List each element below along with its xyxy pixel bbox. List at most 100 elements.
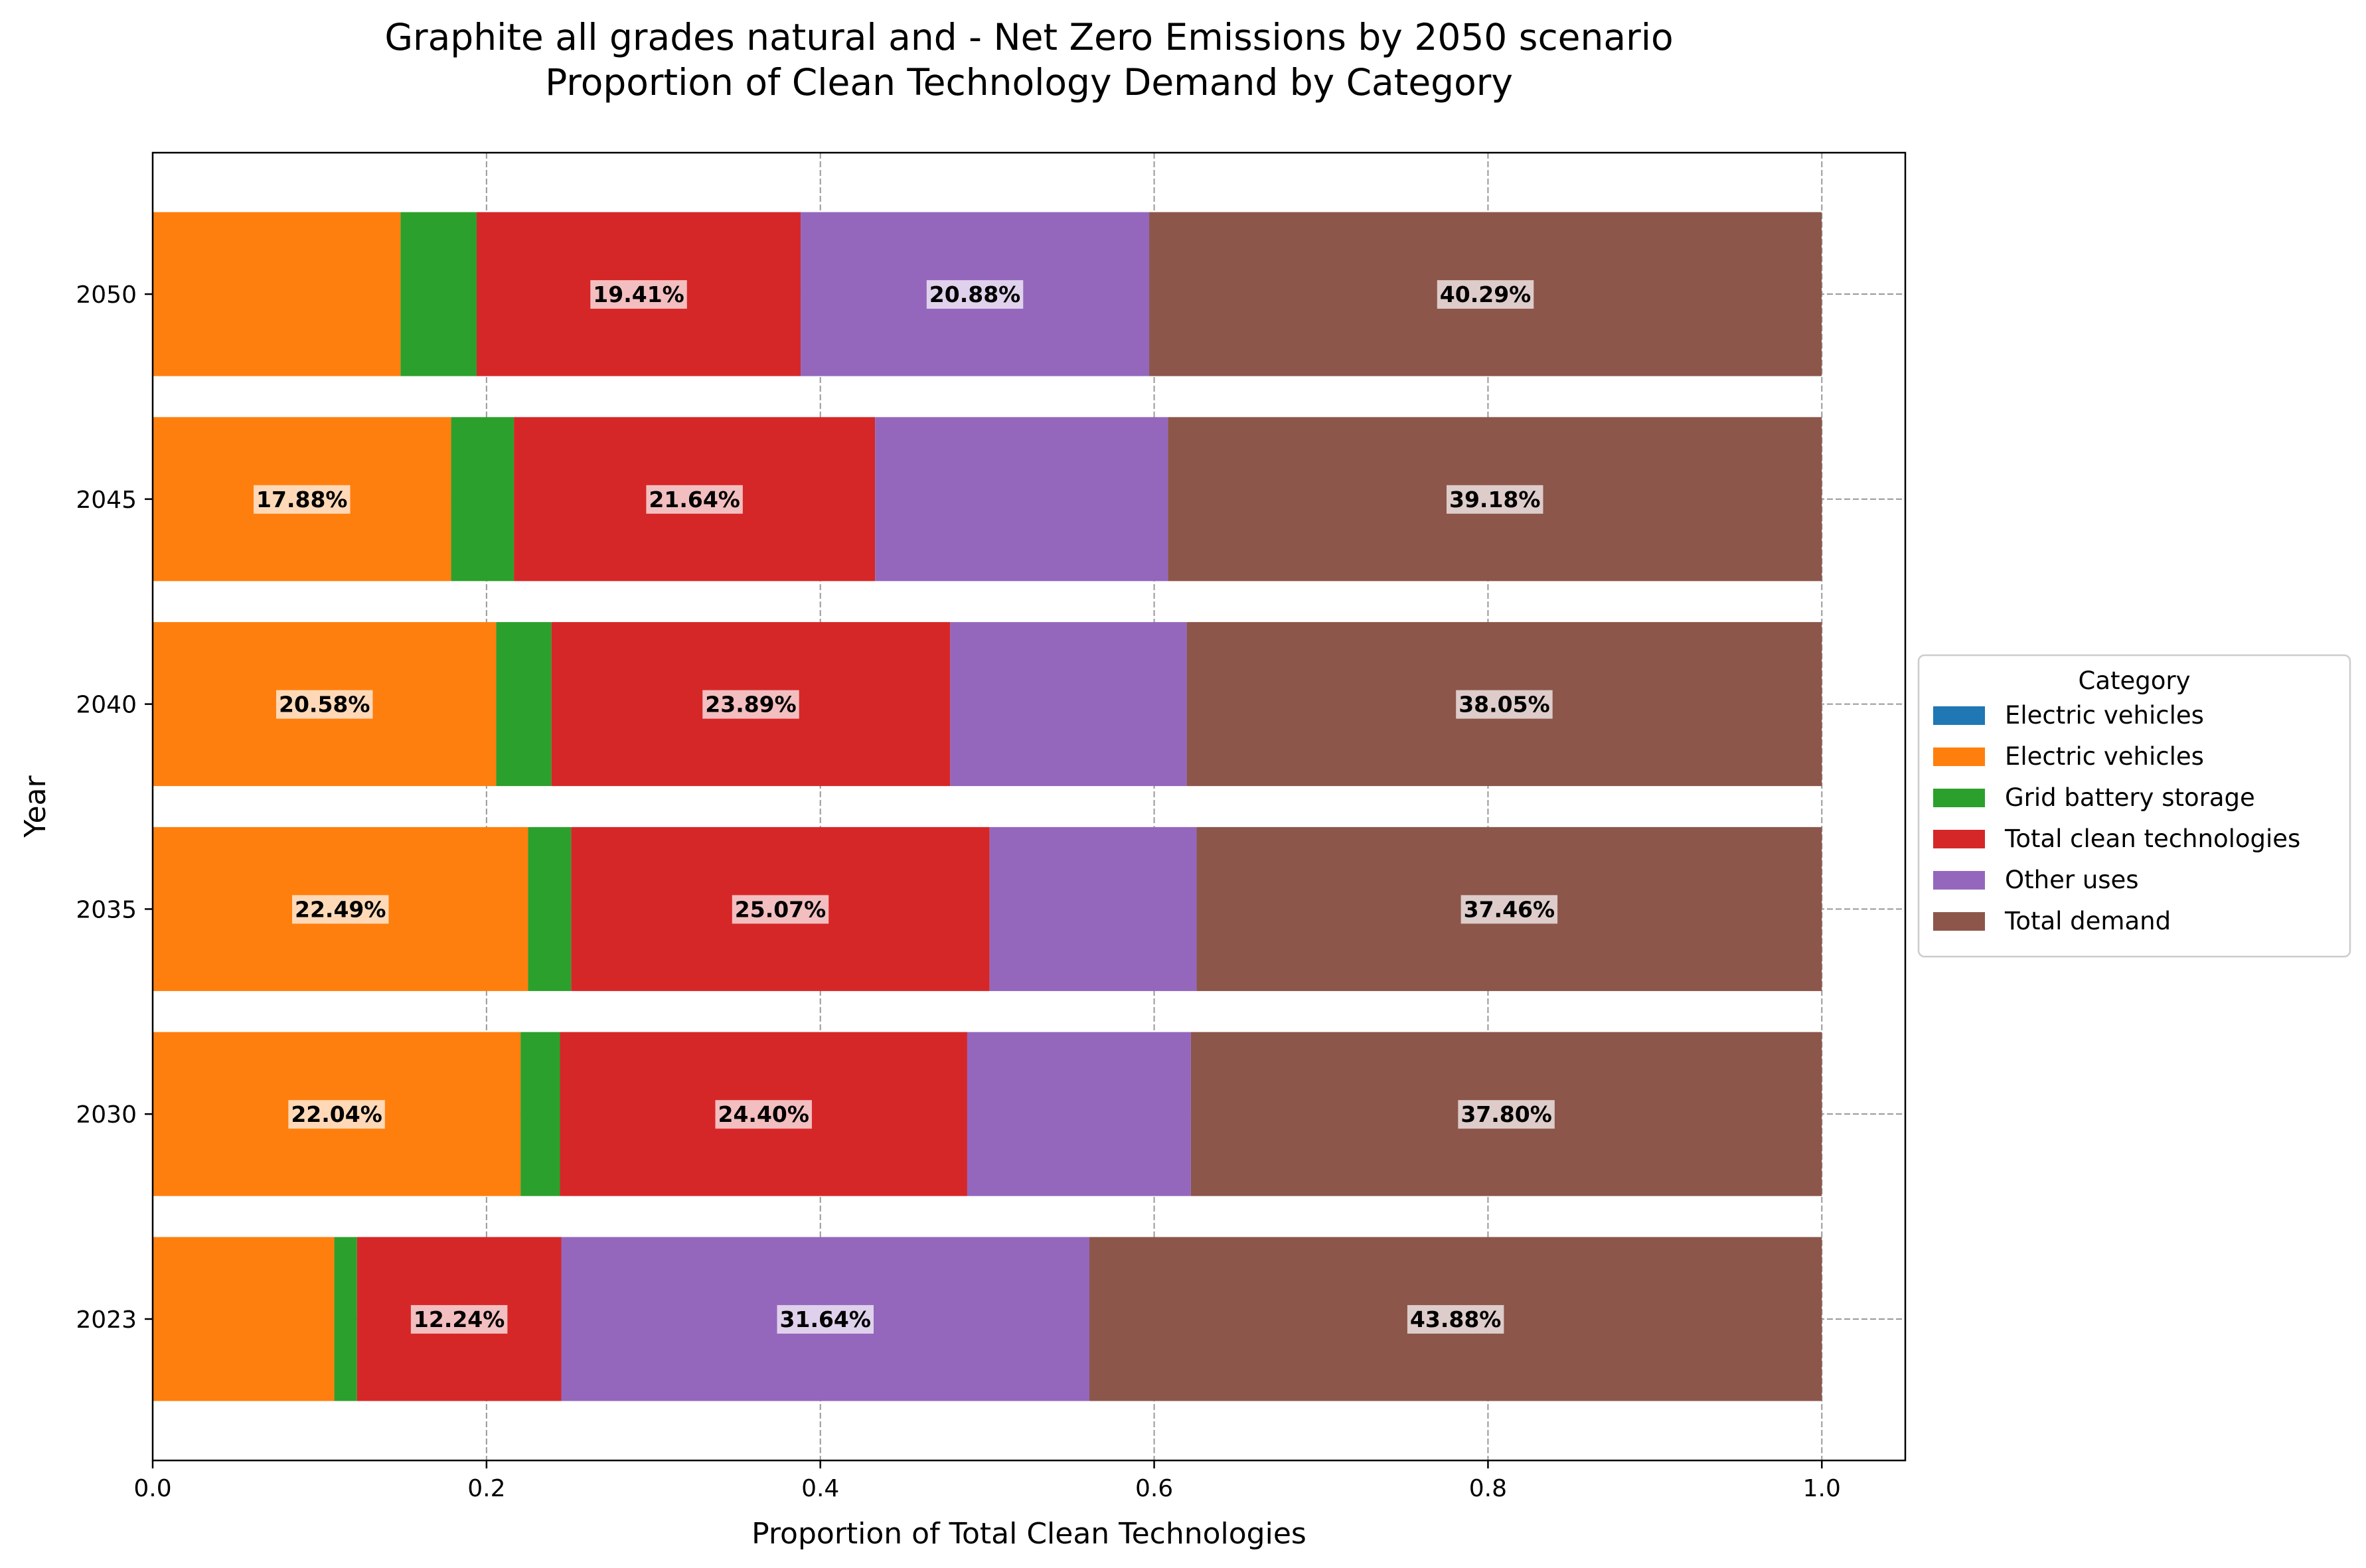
x-tick-label: 0.8 xyxy=(1469,1475,1507,1502)
bar-segment xyxy=(451,417,514,582)
legend-swatch xyxy=(1933,706,1985,725)
y-axis-label: Year xyxy=(19,775,52,838)
data-label: 20.58% xyxy=(276,690,373,719)
data-label-text: 39.18% xyxy=(1449,487,1540,512)
data-label: 22.04% xyxy=(288,1100,385,1129)
data-label: 25.07% xyxy=(732,895,829,924)
bar-segment xyxy=(400,212,477,376)
y-tick-label: 2045 xyxy=(76,487,137,514)
data-label: 38.05% xyxy=(1456,690,1553,719)
legend-item: Electric vehicles xyxy=(1933,742,2204,771)
data-label: 21.64% xyxy=(646,485,743,514)
legend-swatch xyxy=(1933,747,1985,766)
data-label: 40.29% xyxy=(1437,280,1534,309)
legend-swatch xyxy=(1933,871,1985,890)
bar-segment xyxy=(153,1237,335,1401)
bar-segment xyxy=(950,622,1187,787)
y-tick-label: 2050 xyxy=(76,281,137,309)
x-tick-label: 0.2 xyxy=(467,1475,505,1502)
data-label-text: 24.40% xyxy=(718,1101,809,1127)
y-tick-label: 2035 xyxy=(76,896,137,923)
data-label-background xyxy=(1456,690,1553,719)
x-axis-ticks: 0.0 0.2 0.4 0.6 0.8 1.0 xyxy=(133,1460,1841,1502)
data-label-background xyxy=(410,1304,508,1334)
bar-segment xyxy=(520,1032,560,1196)
data-label-background xyxy=(777,1304,874,1334)
y-axis-ticks: 2023 2030 2035 2040 2045 2050 xyxy=(76,281,153,1334)
x-tick-label: 0.6 xyxy=(1135,1475,1173,1502)
data-label: 23.89% xyxy=(702,690,799,719)
data-label-background xyxy=(590,280,687,309)
y-tick-label: 2040 xyxy=(76,692,137,719)
data-label-text: 20.58% xyxy=(279,692,370,718)
legend-title: Category xyxy=(2078,666,2190,695)
legend-label: Total demand xyxy=(2004,907,2171,935)
legend-items: Electric vehicles Electric vehicles Grid b… xyxy=(1933,701,2300,935)
data-label: 22.49% xyxy=(292,895,389,924)
data-label-text: 31.64% xyxy=(780,1306,871,1332)
data-label-background xyxy=(288,1100,385,1129)
data-label: 37.80% xyxy=(1458,1100,1555,1129)
data-label-background xyxy=(732,895,829,924)
data-label: 17.88% xyxy=(254,485,351,514)
data-label-text: 43.88% xyxy=(1410,1306,1501,1332)
legend-label: Other uses xyxy=(2005,866,2139,894)
data-label-background xyxy=(646,485,743,514)
bar-segment xyxy=(496,622,552,787)
bars xyxy=(153,212,1822,1401)
data-label: 43.88% xyxy=(1407,1304,1504,1334)
legend-item: Other uses xyxy=(1933,866,2139,894)
legend-item: Grid battery storage xyxy=(1933,783,2255,812)
data-label-text: 21.64% xyxy=(649,487,740,512)
data-label: 12.24% xyxy=(410,1304,508,1334)
data-label: 19.41% xyxy=(590,280,687,309)
bar-segment xyxy=(334,1237,357,1401)
data-labels: 12.24% 31.64% 43.88% 22.04% 24.40% 37.80% 22.4… xyxy=(254,280,1558,1334)
legend-label: Grid battery storage xyxy=(2005,783,2255,812)
data-label: 24.40% xyxy=(715,1100,812,1129)
bar-segment xyxy=(967,1032,1191,1196)
legend-label: Electric vehicles xyxy=(2005,701,2204,730)
legend-item: Electric vehicles xyxy=(1933,701,2204,730)
data-label-text: 12.24% xyxy=(414,1306,505,1332)
data-label-text: 40.29% xyxy=(1440,281,1531,307)
legend-label: Total clean technologies xyxy=(2004,824,2300,853)
data-label-text: 37.46% xyxy=(1464,896,1555,922)
bar-segment xyxy=(153,212,401,376)
data-label: 20.88% xyxy=(926,280,1024,309)
data-label-text: 37.80% xyxy=(1460,1101,1551,1127)
data-label-background xyxy=(1458,1100,1555,1129)
data-label-background xyxy=(292,895,389,924)
legend-item: Total demand xyxy=(1933,907,2171,935)
x-tick-label: 0.4 xyxy=(801,1475,839,1502)
legend-swatch xyxy=(1933,830,1985,848)
legend-frame xyxy=(1917,654,2351,958)
bar-segment xyxy=(989,826,1197,991)
bar-segment xyxy=(528,826,572,991)
legend-swatch xyxy=(1933,912,1985,931)
data-label-text: 23.89% xyxy=(705,692,796,718)
y-tick-label: 2030 xyxy=(76,1101,137,1129)
chart-title: Graphite all grades natural and - Net Ze… xyxy=(384,16,1673,58)
data-label-text: 25.07% xyxy=(735,896,826,922)
data-label-text: 19.41% xyxy=(593,281,684,307)
data-label-background xyxy=(1437,280,1534,309)
data-label-background xyxy=(254,485,351,514)
data-label-text: 20.88% xyxy=(929,281,1020,307)
x-axis-label: Proportion of Total Clean Technologies xyxy=(751,1517,1306,1551)
data-label-background xyxy=(1407,1304,1504,1334)
bar-segment xyxy=(875,417,1168,582)
legend-item: Total clean technologies xyxy=(1933,824,2300,853)
data-label: 31.64% xyxy=(777,1304,874,1334)
data-label: 37.46% xyxy=(1460,895,1558,924)
legend-swatch xyxy=(1933,789,1985,807)
legend-label: Electric vehicles xyxy=(2005,742,2204,771)
chart-subtitle: Proportion of Clean Technology Demand by… xyxy=(545,61,1513,104)
data-label-background xyxy=(1447,485,1543,514)
data-label-background xyxy=(276,690,373,719)
data-label-background xyxy=(702,690,799,719)
plot-frame xyxy=(151,151,1907,1462)
